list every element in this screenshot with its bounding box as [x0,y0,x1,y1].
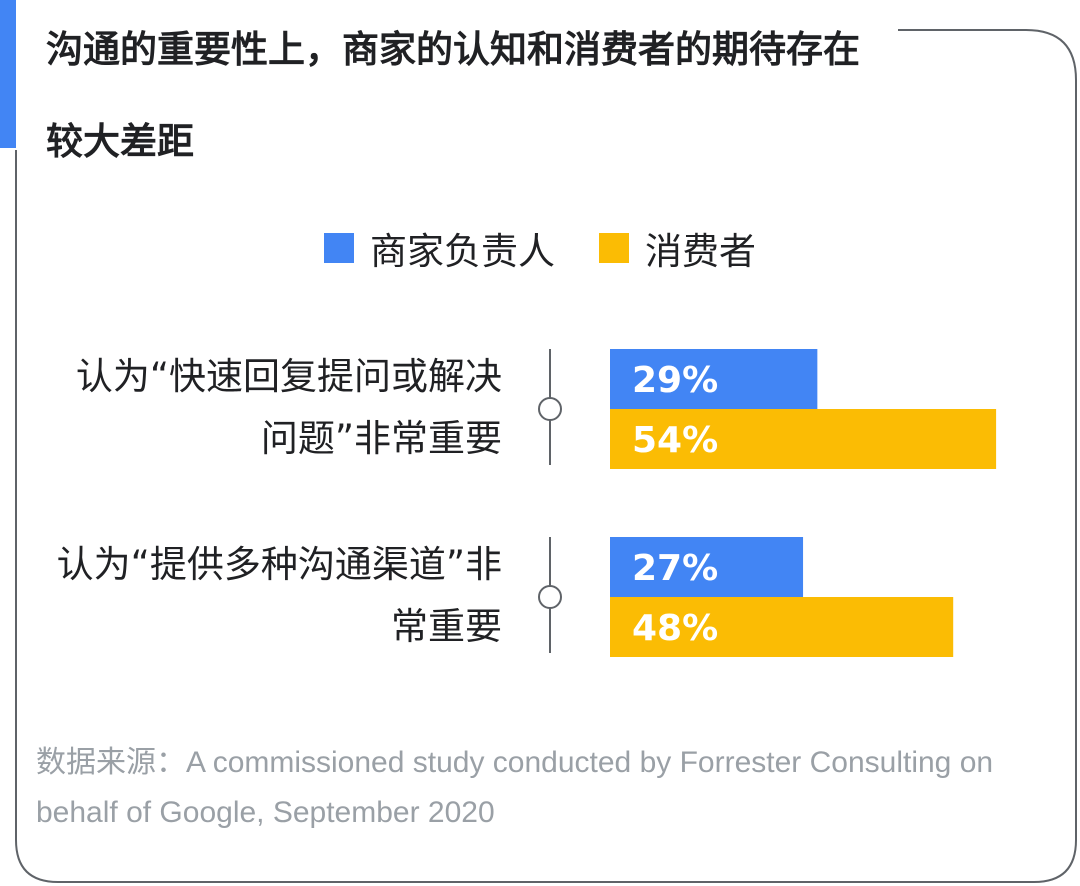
legend-item-merchant: 商家负责人 [324,221,555,275]
category-label-multi-channel: 认为“提供多种沟通渠道”非常重要 [56,543,502,648]
group-axis-marker [538,585,562,609]
legend-swatch-consumer [599,233,629,263]
bar [610,597,954,657]
bar-value-label: 48% [632,608,718,649]
bar [610,349,818,409]
chart-legend: 商家负责人 消费者 [0,222,1080,274]
title-accent-bar [0,0,16,148]
legend-label-consumer: 消费者 [645,230,756,273]
group-axis-marker [538,397,562,421]
bar-value-label: 29% [632,360,718,401]
bar [610,409,997,469]
legend-item-consumer: 消费者 [599,221,756,275]
legend-swatch-merchant [324,233,354,263]
legend-label-merchant: 商家负责人 [370,230,555,273]
bar [610,537,804,597]
data-source-note: 数据来源：A commissioned study conducted by F… [36,746,994,829]
bar-value-label: 27% [632,548,718,589]
category-label-quick-reply: 认为“快速回复提问或解决问题”非常重要 [75,355,502,460]
bar-value-label: 54% [632,420,718,461]
chart-title: 沟通的重要性上，商家的认知和消费者的期待存在较大差距 [46,28,860,163]
